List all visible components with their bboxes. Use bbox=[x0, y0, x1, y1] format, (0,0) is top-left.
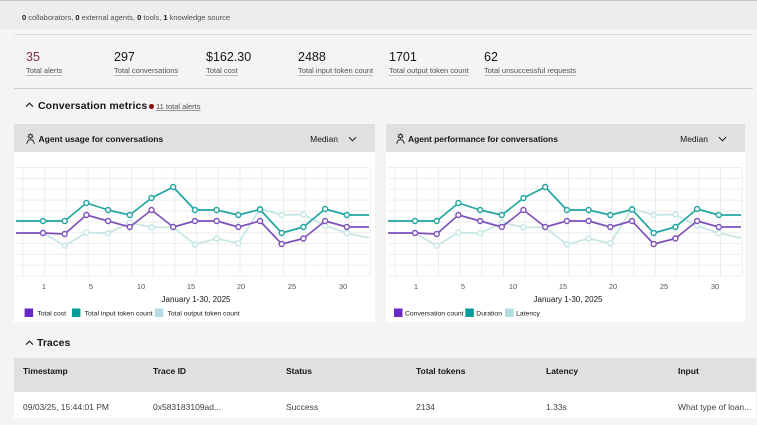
svg-text:30: 30 bbox=[339, 282, 347, 291]
svg-text:1: 1 bbox=[42, 282, 46, 291]
svg-text:30: 30 bbox=[711, 282, 719, 291]
svg-text:20: 20 bbox=[609, 282, 617, 291]
svg-text:January 1-30, 2025: January 1-30, 2025 bbox=[534, 295, 603, 304]
svg-text:Conversation count: Conversation count bbox=[405, 311, 464, 318]
svg-text:Total input token count: Total input token count bbox=[85, 311, 153, 318]
svg-text:1: 1 bbox=[414, 282, 418, 291]
svg-text:15: 15 bbox=[559, 282, 567, 291]
svg-text:10: 10 bbox=[137, 282, 145, 291]
svg-text:Duration: Duration bbox=[476, 311, 502, 318]
svg-text:Total output token count: Total output token count bbox=[168, 311, 240, 318]
svg-text:January 1-30, 2025: January 1-30, 2025 bbox=[162, 295, 231, 304]
svg-text:25: 25 bbox=[660, 282, 668, 291]
svg-text:Total cost: Total cost bbox=[37, 311, 66, 318]
svg-text:15: 15 bbox=[187, 282, 195, 291]
svg-text:25: 25 bbox=[288, 282, 296, 291]
svg-text:Latency: Latency bbox=[516, 311, 540, 318]
svg-text:5: 5 bbox=[461, 282, 465, 291]
svg-text:20: 20 bbox=[237, 282, 245, 291]
svg-text:5: 5 bbox=[89, 282, 93, 291]
svg-text:10: 10 bbox=[509, 282, 517, 291]
